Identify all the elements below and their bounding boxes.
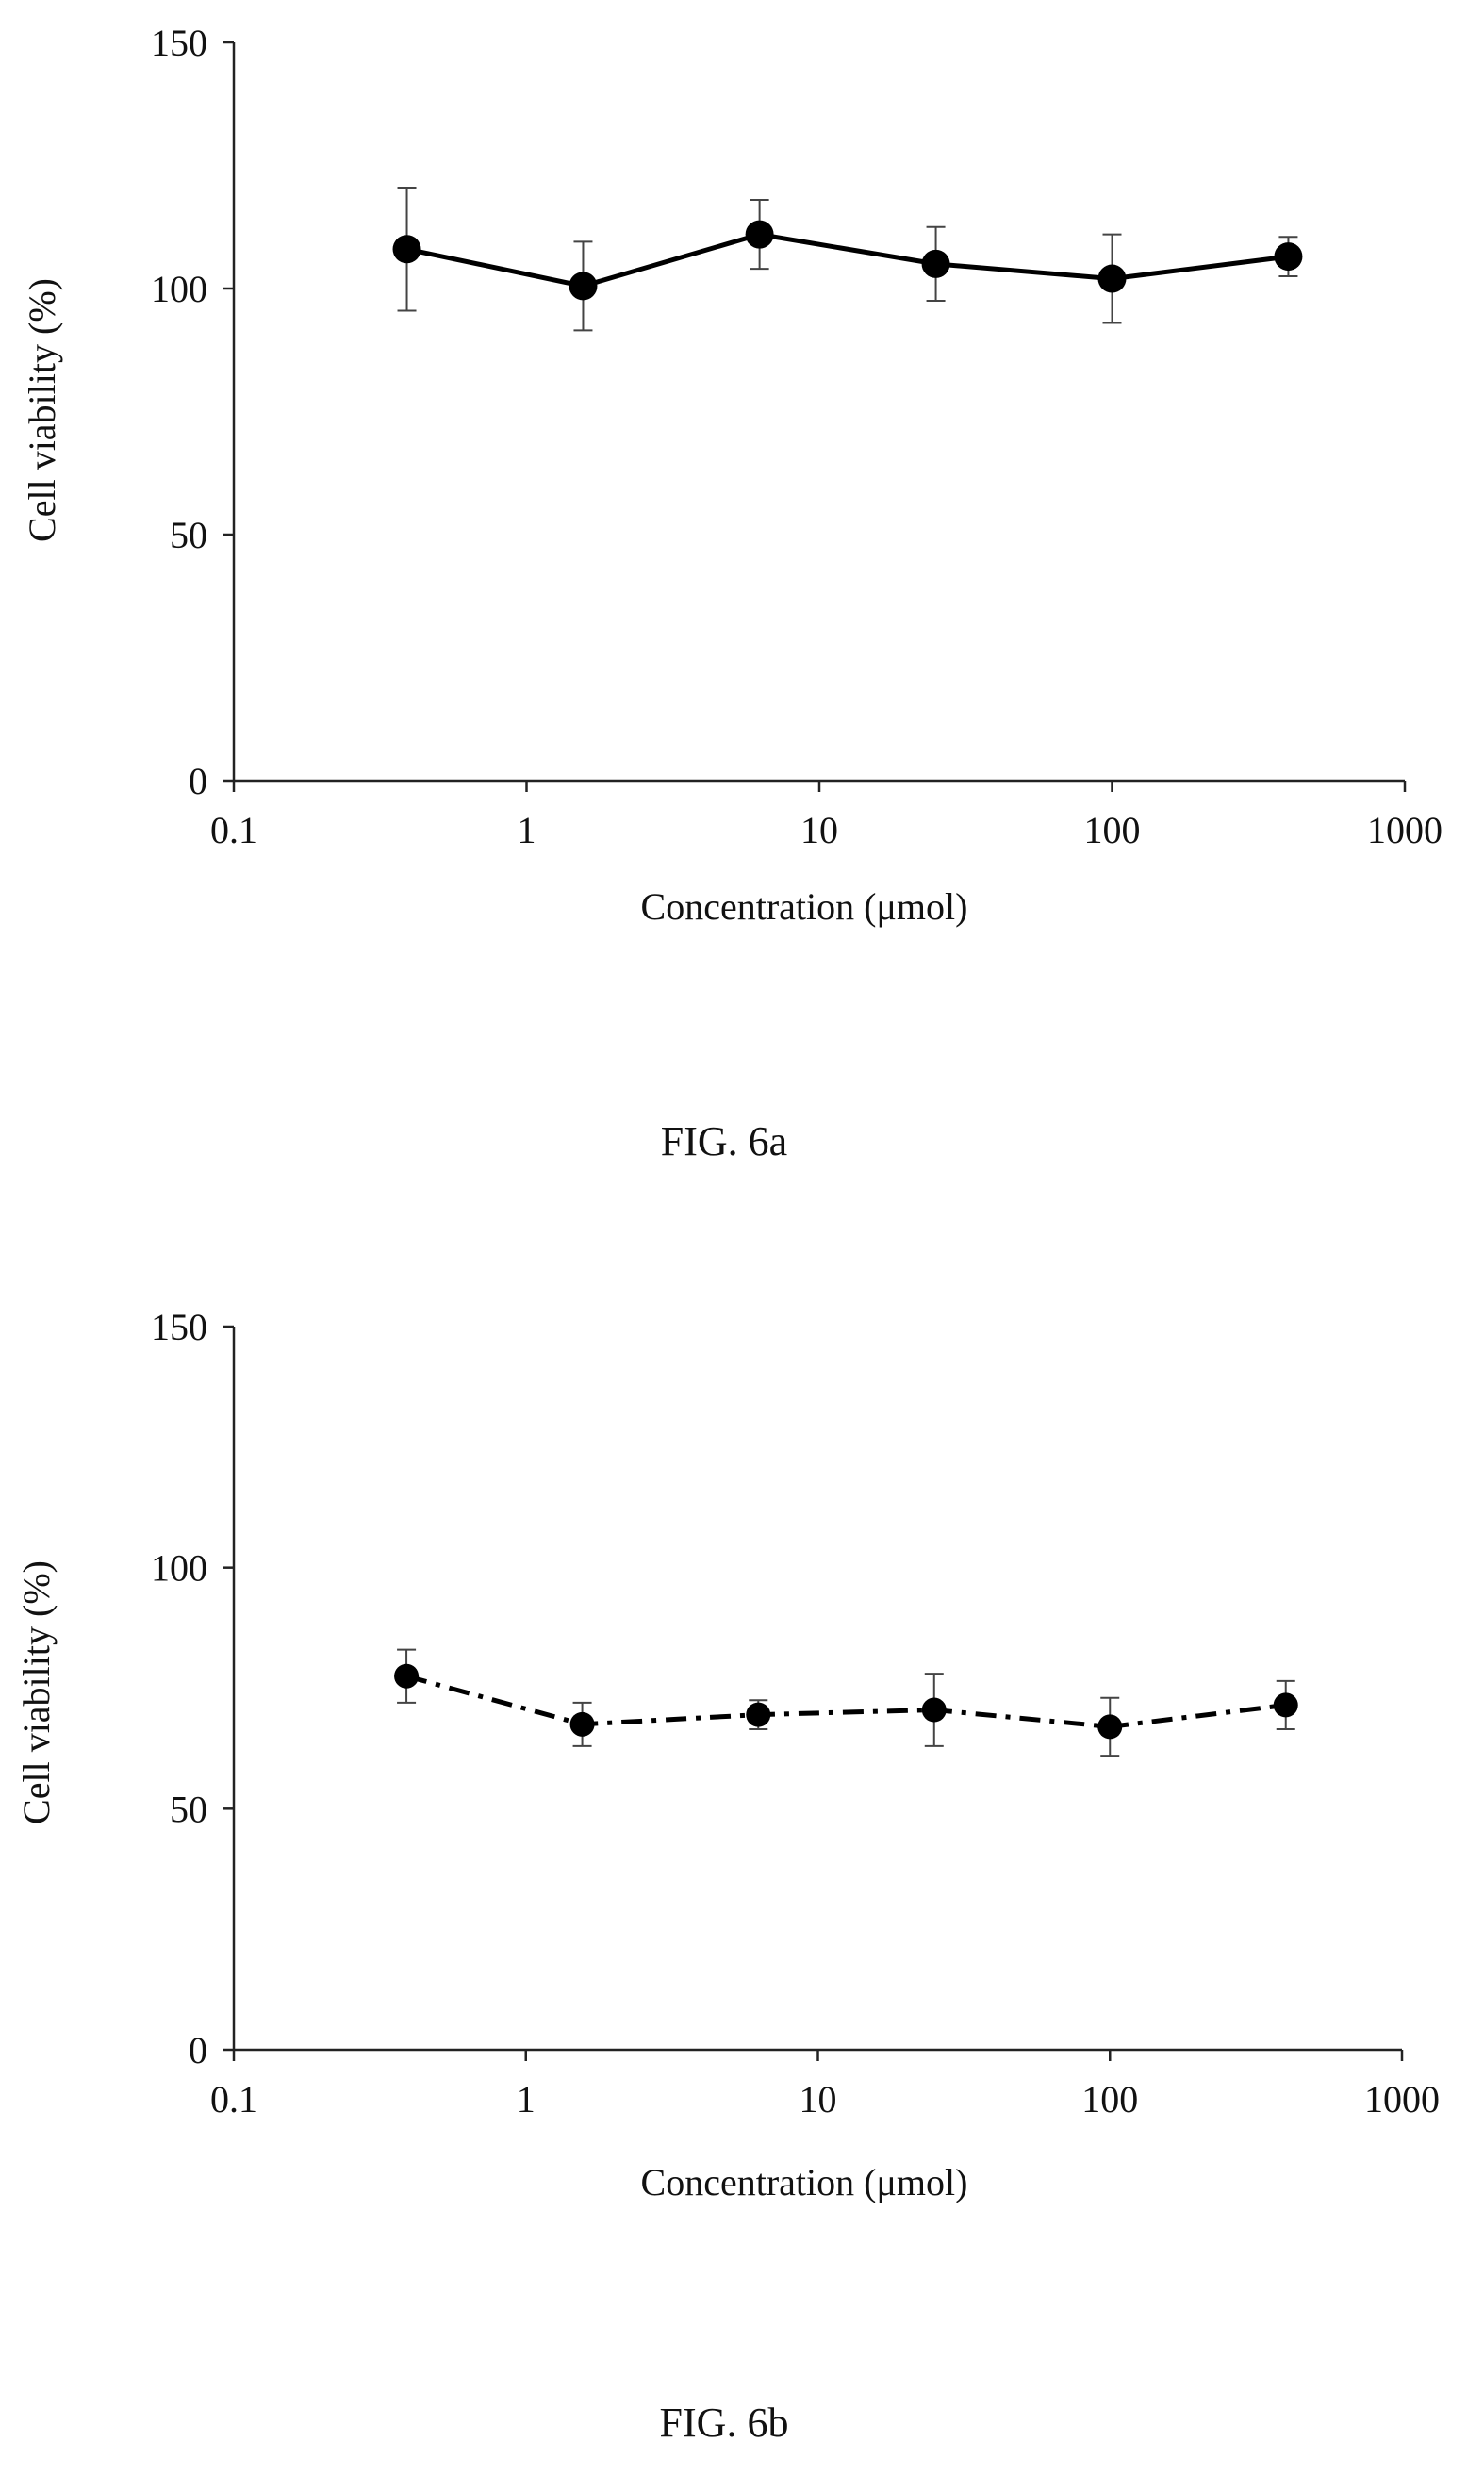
x-tick-label: 0.1 xyxy=(210,809,257,851)
data-point xyxy=(1273,1692,1298,1718)
data-point xyxy=(1274,242,1303,272)
y-tick-label: 100 xyxy=(151,1547,207,1590)
plot-area-6a: 0 50 100 150 0.1 1 10 100 1000 xyxy=(151,22,1443,851)
data-point xyxy=(746,1702,771,1727)
y-tick-label: 0 xyxy=(189,760,207,802)
data-point xyxy=(921,249,950,278)
y-tick-label: 50 xyxy=(170,514,207,556)
x-tick-label: 0.1 xyxy=(210,2078,257,2120)
y-axis-title: Cell viability (%) xyxy=(15,1560,58,1824)
data-point xyxy=(745,220,774,249)
x-tick-label: 1000 xyxy=(1367,809,1443,851)
x-tick-label: 10 xyxy=(800,809,838,851)
data-point xyxy=(569,272,598,301)
data-point xyxy=(569,1711,595,1737)
y-axis-title-6b: Cell viability (%) xyxy=(15,1560,58,1824)
data-point xyxy=(1097,1714,1123,1740)
y-tick-label: 150 xyxy=(151,1306,207,1348)
x-tick-label: 10 xyxy=(800,2078,837,2120)
data-point xyxy=(921,1697,947,1723)
data-point xyxy=(392,235,421,264)
x-axis-title: Concentration (μmol) xyxy=(641,885,968,928)
chart-fig-6a: 0 50 100 150 0.1 1 10 100 1000 Cell viability (%… xyxy=(21,22,1443,1164)
y-axis-title-6a: Cell viability (%) xyxy=(21,278,63,542)
y-tick-label: 100 xyxy=(151,268,207,310)
plot-area-6b: 0 50 100 150 0.1 1 10 100 1000 xyxy=(151,1306,1440,2120)
x-tick-label: 100 xyxy=(1084,809,1141,851)
x-tick-label: 1000 xyxy=(1364,2078,1440,2120)
series-line xyxy=(405,1674,1287,1729)
data-point xyxy=(394,1663,420,1689)
y-tick-label: 0 xyxy=(189,2029,207,2071)
x-tick-label: 1 xyxy=(518,809,536,851)
y-tick-label: 150 xyxy=(151,22,207,64)
y-tick-label: 50 xyxy=(170,1788,207,1830)
figure-caption: FIG. 6b xyxy=(660,2400,789,2446)
figure-caption: FIG. 6a xyxy=(661,1118,787,1164)
y-axis-title: Cell viability (%) xyxy=(21,278,63,542)
x-tick-label: 100 xyxy=(1081,2078,1138,2120)
chart-fig-6b: 0 50 100 150 0.1 1 10 100 1000 Cell viability (%… xyxy=(15,1306,1440,2446)
data-point xyxy=(1097,264,1127,293)
x-tick-label: 1 xyxy=(517,2078,536,2120)
series-line xyxy=(405,232,1289,289)
x-axis-title: Concentration (μmol) xyxy=(641,2161,968,2203)
